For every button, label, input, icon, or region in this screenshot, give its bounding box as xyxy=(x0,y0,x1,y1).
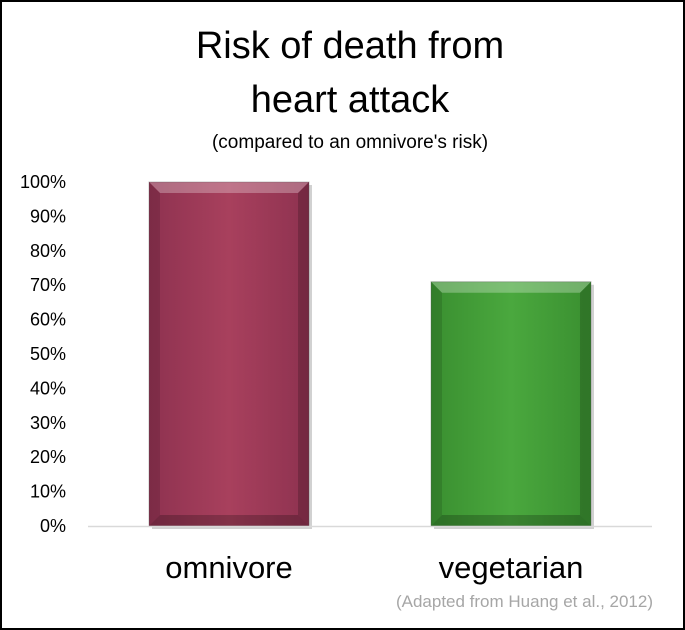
y-tick-label: 40% xyxy=(30,378,66,398)
category-label-vegetarian: vegetarian xyxy=(439,550,584,585)
bar-omnivore xyxy=(148,181,312,529)
bars-group xyxy=(148,181,594,529)
y-tick-label: 30% xyxy=(30,413,66,433)
y-tick-label: 70% xyxy=(30,275,66,295)
bar-vegetarian xyxy=(430,281,594,529)
category-labels: omnivore vegetarian xyxy=(165,550,583,585)
y-tick-label: 20% xyxy=(30,447,66,467)
y-tick-label: 50% xyxy=(30,344,66,364)
y-axis: 0% 10% 20% 30% 40% 50% 60% 70% 80% 90% 100% xyxy=(20,172,66,536)
chart-title-line-2: heart attack xyxy=(251,79,451,121)
y-tick-label: 100% xyxy=(20,172,66,192)
y-tick-label: 60% xyxy=(30,310,66,330)
chart-title-line-1: Risk of death from xyxy=(196,25,504,67)
source-note: (Adapted from Huang et al., 2012) xyxy=(396,592,653,611)
y-tick-label: 90% xyxy=(30,206,66,226)
y-tick-label: 0% xyxy=(40,516,66,536)
category-label-omnivore: omnivore xyxy=(165,550,293,585)
y-tick-label: 80% xyxy=(30,241,66,261)
y-tick-label: 10% xyxy=(30,482,66,502)
chart-subtitle: (compared to an omnivore's risk) xyxy=(212,132,488,153)
